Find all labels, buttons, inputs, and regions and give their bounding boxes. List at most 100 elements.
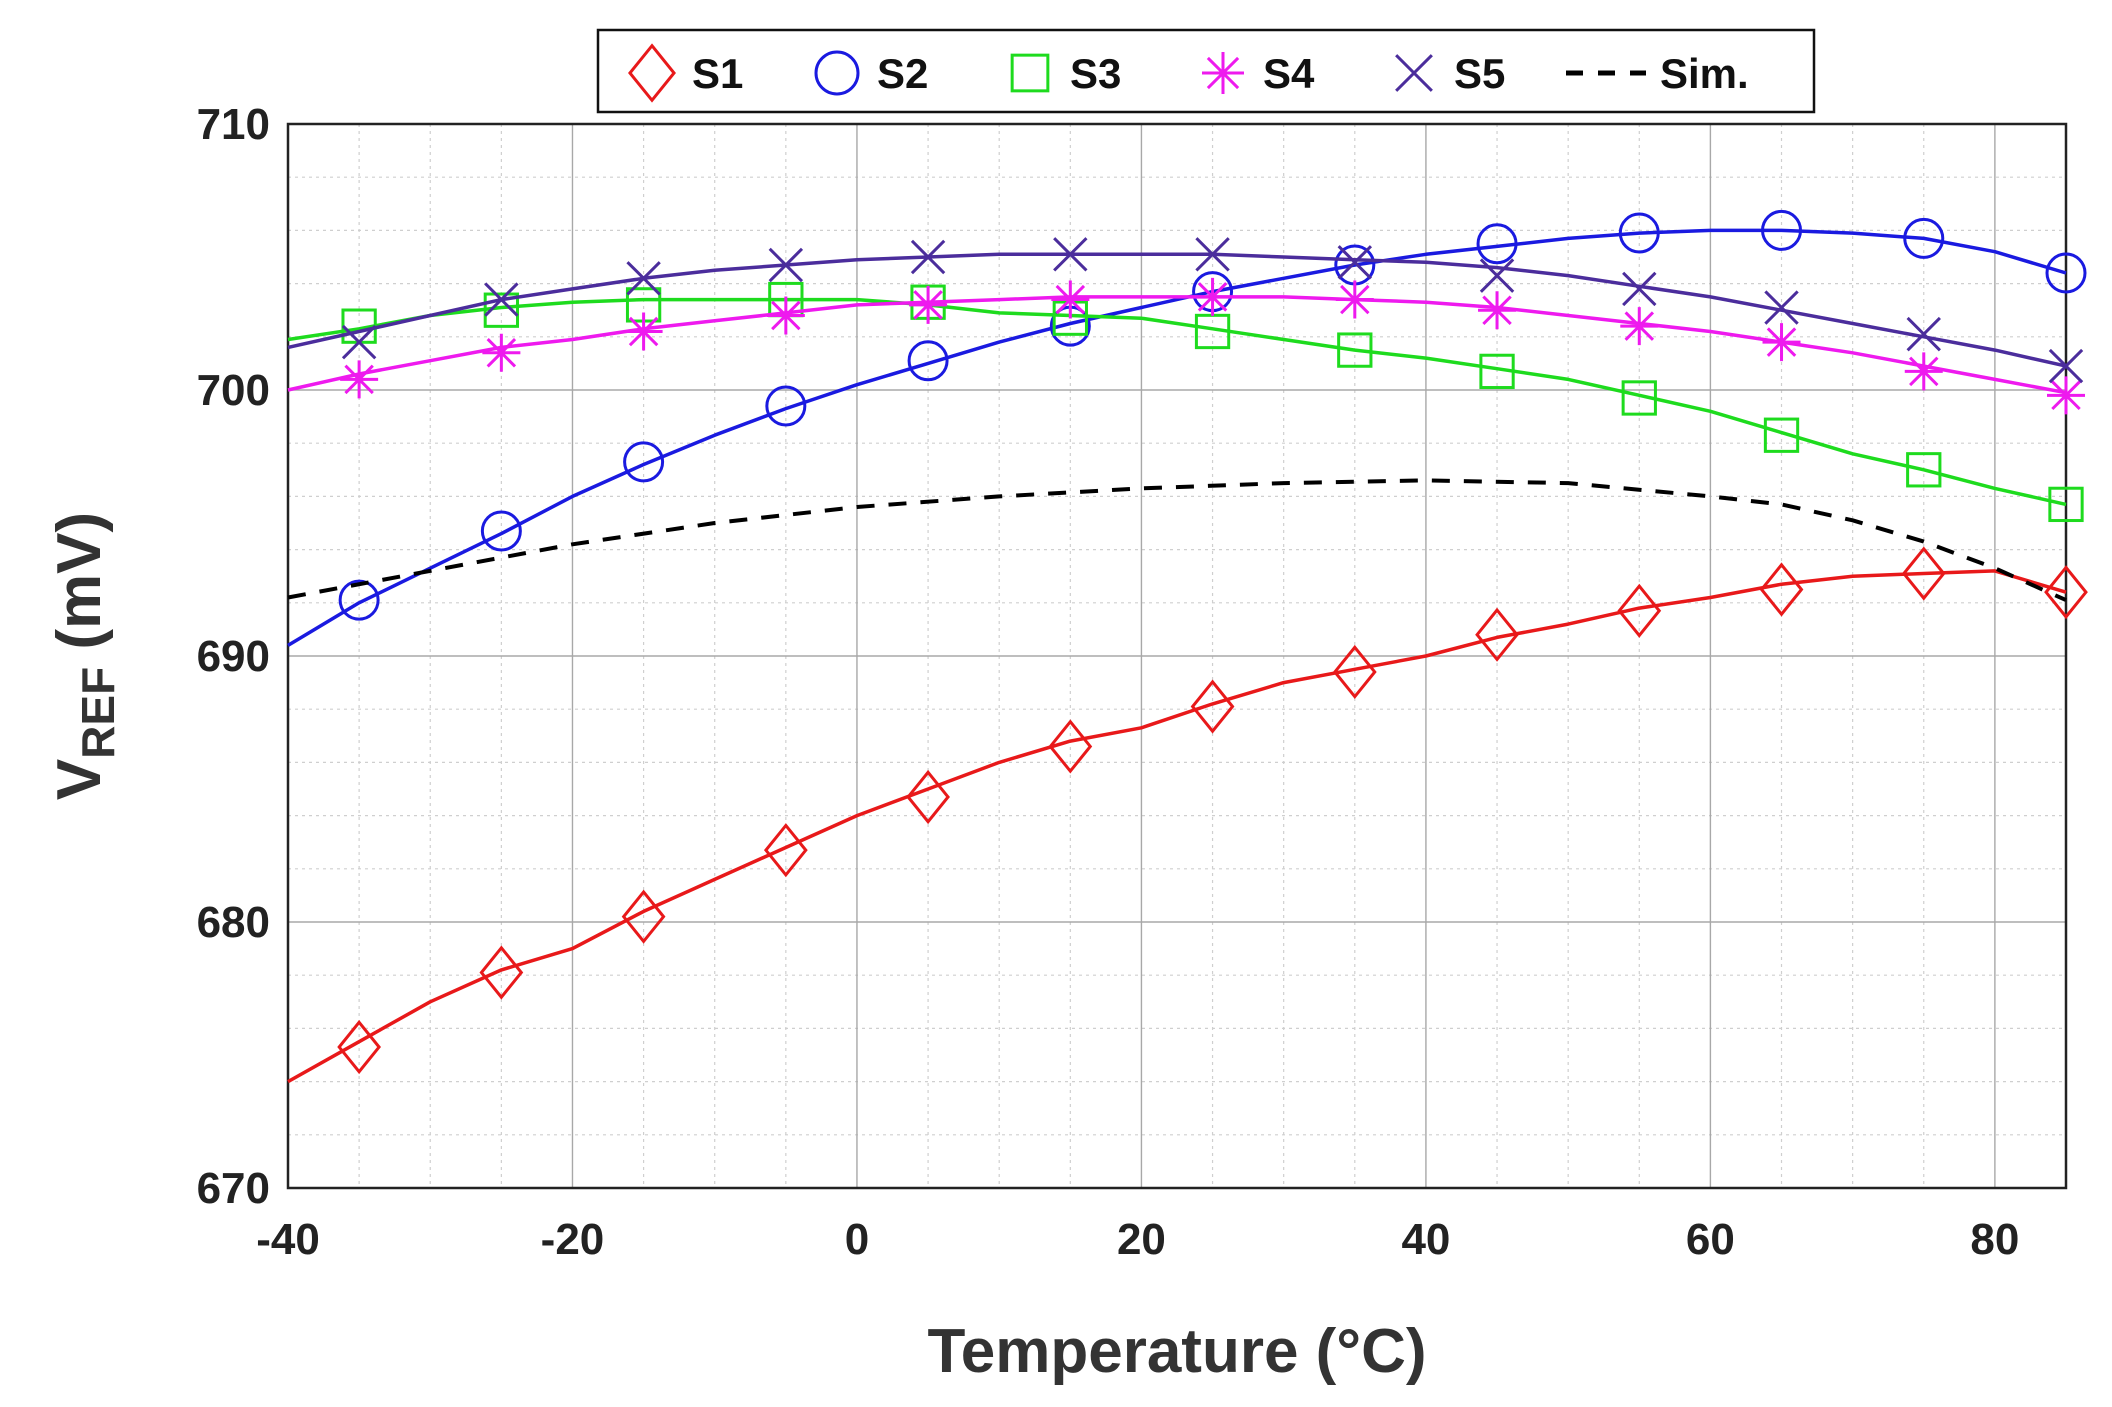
data-point-s1 — [906, 769, 950, 825]
x-tick-label: -20 — [541, 1215, 605, 1264]
data-point-s1 — [2044, 565, 2088, 620]
data-point-s2 — [1476, 223, 1518, 265]
x-tick-label: 20 — [1117, 1215, 1166, 1264]
data-point-s4 — [1762, 323, 1801, 362]
legend-marker-s1 — [628, 43, 676, 103]
legend-marker-s5 — [1395, 54, 1433, 92]
legend-entry-s5: S5 — [1395, 50, 1505, 97]
data-point-s2 — [1903, 217, 1945, 259]
series-line-s4 — [287, 295, 2067, 395]
data-point-s2 — [338, 579, 380, 621]
data-point-s2 — [765, 385, 807, 427]
y-tick-label: 690 — [197, 632, 270, 681]
series-line-s2 — [287, 228, 2067, 647]
legend-entry-s3: S3 — [1010, 50, 1121, 97]
x-tick-label: 80 — [1970, 1215, 2019, 1264]
data-point-s1 — [479, 945, 524, 1000]
plot-series — [287, 209, 2088, 1084]
x-tick-label: 40 — [1401, 1215, 1450, 1264]
legend-marker-s2 — [814, 50, 860, 96]
data-point-s4 — [1193, 277, 1232, 316]
data-point-s5 — [910, 239, 946, 275]
data-point-s5 — [1337, 245, 1373, 280]
legend-label-s3: S3 — [1070, 50, 1121, 97]
data-point-s4 — [766, 296, 805, 335]
y-axis-label: VREF (mV) — [45, 512, 124, 800]
data-point-s4 — [1904, 352, 1943, 391]
series-sim — [287, 478, 2067, 602]
legend-marker-s3 — [1010, 53, 1050, 93]
data-point-s3 — [1337, 332, 1373, 368]
legend-label-s1: S1 — [692, 50, 743, 97]
x-tick-labels: -40 -20 0 20 40 60 80 — [256, 1215, 2019, 1264]
y-axis-label-main: V — [45, 759, 114, 800]
legend-label-s4: S4 — [1263, 50, 1315, 97]
data-point-s2 — [1761, 209, 1803, 251]
data-point-s1 — [1475, 607, 1519, 662]
data-point-s1 — [621, 889, 666, 944]
series-line-sim — [287, 478, 2067, 602]
data-point-s4 — [1620, 307, 1659, 346]
data-point-s4 — [1335, 280, 1374, 319]
data-point-s2 — [623, 441, 665, 483]
data-point-s1 — [763, 823, 808, 878]
legend-entry-sim: Sim. — [1566, 50, 1749, 97]
data-point-s4 — [340, 360, 379, 399]
data-point-s2 — [907, 340, 949, 382]
data-point-s5 — [1906, 316, 1941, 352]
legend-marker-s4 — [1202, 52, 1244, 94]
data-point-s2 — [2045, 252, 2087, 294]
data-point-s5 — [1764, 290, 1799, 325]
data-point-s5 — [768, 247, 804, 283]
data-point-s5 — [1479, 258, 1515, 293]
y-tick-label: 700 — [197, 366, 270, 415]
data-point-s3 — [1763, 417, 1800, 453]
series-line-s1 — [287, 569, 2067, 1084]
data-point-s1 — [1901, 546, 1946, 601]
data-point-s4 — [1478, 291, 1517, 330]
y-axis-label-unit: (mV) — [45, 512, 114, 667]
series-s2 — [287, 209, 2087, 647]
data-point-s2 — [480, 510, 522, 552]
data-point-s5 — [1195, 237, 1230, 272]
x-tick-label: 60 — [1686, 1215, 1735, 1264]
data-point-s4 — [909, 285, 948, 324]
data-point-s4 — [624, 312, 663, 351]
data-point-s1 — [1759, 562, 1804, 617]
data-point-s3 — [1621, 380, 1657, 416]
data-point-s1 — [337, 1019, 381, 1075]
data-point-s5 — [626, 261, 661, 296]
data-point-s4 — [482, 333, 521, 372]
legend-entry-s2: S2 — [814, 50, 928, 97]
data-point-s5 — [2048, 348, 2084, 384]
data-point-s3 — [483, 292, 520, 328]
legend-label-sim: Sim. — [1660, 50, 1749, 97]
y-tick-labels: 670 680 690 700 710 — [197, 100, 270, 1213]
data-point-s1 — [1048, 719, 1093, 774]
plot-area-frame — [286, 122, 2068, 1190]
x-axis-label: Temperature (°C) — [927, 1317, 1426, 1386]
data-point-s5 — [1622, 271, 1657, 307]
series-line-s5 — [287, 252, 2067, 368]
legend-label-s2: S2 — [877, 50, 928, 97]
data-point-s3 — [1906, 452, 1942, 488]
data-point-s5 — [484, 282, 519, 317]
legend-entry-s1: S1 — [628, 43, 743, 103]
series-s1 — [287, 546, 2088, 1084]
legend: S1 S2 S3 S4 S5 Sim. — [596, 28, 1816, 114]
data-point-s4 — [1051, 280, 1090, 319]
data-point-s3 — [2048, 486, 2084, 523]
x-tick-label: 0 — [845, 1215, 869, 1264]
legend-entry-s4: S4 — [1202, 50, 1315, 97]
data-point-s1 — [1190, 679, 1235, 734]
data-point-s1 — [1332, 644, 1377, 700]
y-tick-label: 680 — [197, 898, 270, 947]
data-point-s5 — [341, 324, 377, 360]
data-point-s5 — [1053, 237, 1088, 272]
data-point-s1 — [1617, 583, 1662, 638]
y-axis-label-subscript: REF — [72, 667, 124, 759]
data-point-s3 — [1479, 353, 1515, 390]
series-s4 — [287, 277, 2085, 415]
